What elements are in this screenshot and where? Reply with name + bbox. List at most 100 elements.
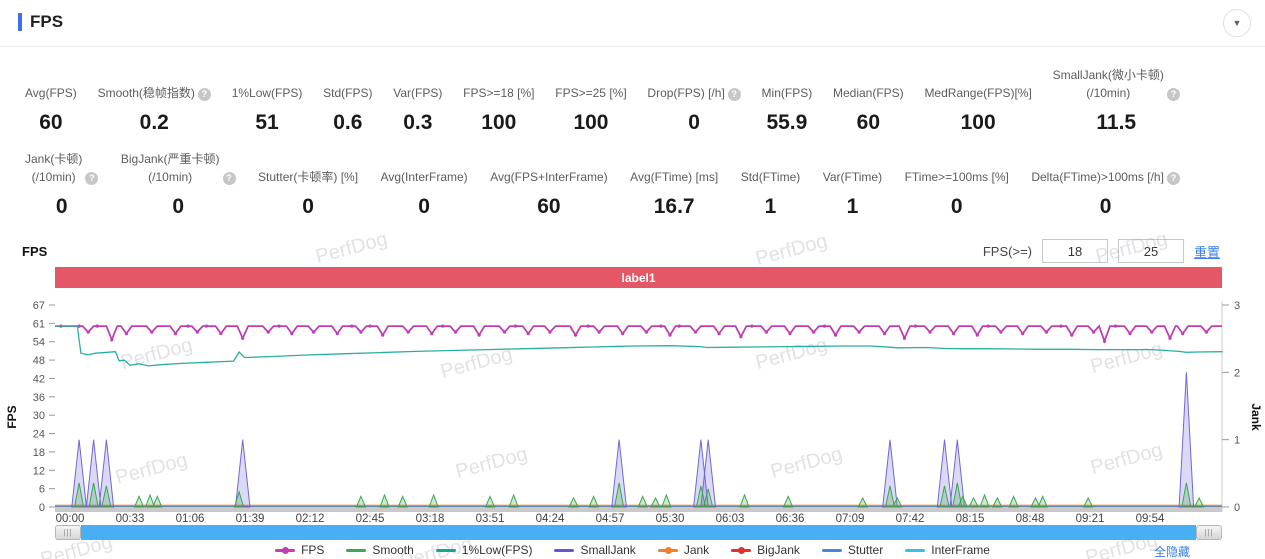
fps-threshold-input-1[interactable] [1041, 239, 1108, 263]
svg-text:01:06: 01:06 [176, 513, 205, 525]
chart-legend: FPS Smooth 1%Low(FPS) SmallJank Jank BigJank S… [0, 541, 1265, 559]
stat-value: 11.5 [1096, 111, 1137, 134]
stat-item: 1%Low(FPS) 51 [232, 66, 303, 135]
legend-label: BigJank [757, 543, 800, 557]
svg-text:2: 2 [1234, 367, 1240, 379]
stat-value: 51 [255, 111, 279, 134]
legend-label: FPS [301, 543, 325, 557]
stat-label: Avg(FPS+InterFrame) [490, 170, 608, 184]
stat-value: 0 [172, 195, 185, 218]
chart-range-scrollbar: ||| ||| [55, 525, 1222, 540]
legend-marker-dot [738, 546, 746, 554]
svg-text:0: 0 [39, 502, 45, 514]
stat-value: 0 [418, 195, 430, 218]
stat-label: Jank(卡顿) (/10min)? [25, 150, 99, 186]
stat-value: 100 [573, 111, 609, 134]
legend-item-stutter[interactable]: Stutter [821, 543, 883, 557]
legend-item-1-low-fps-[interactable]: 1%Low(FPS) [435, 543, 533, 557]
stat-label: SmallJank(微小卡顿) (/10min)? [1053, 66, 1180, 102]
stats-row-2: Jank(卡顿) (/10min)? 0 BigJank(严重卡顿) (/10min… [25, 150, 1180, 219]
fps-threshold-input-2[interactable] [1117, 239, 1184, 263]
stat-label: FPS>=18 [%] [463, 86, 535, 100]
help-icon[interactable]: ? [1166, 88, 1180, 101]
svg-text:09:54: 09:54 [1136, 513, 1165, 525]
scrollbar-track[interactable] [81, 525, 1196, 540]
svg-text:30: 30 [33, 410, 45, 422]
stat-label: Var(FPS) [393, 86, 443, 100]
stat-item: Var(FTime) 1 [823, 150, 882, 219]
svg-text:08:15: 08:15 [956, 513, 985, 525]
banner-text: label1 [621, 270, 656, 285]
legend-item-smooth[interactable]: Smooth [346, 543, 414, 557]
stat-item: Smooth(稳帧指数)? 0.2 [98, 66, 211, 135]
svg-text:FPS: FPS [5, 405, 19, 428]
legend-label: SmallJank [580, 543, 636, 557]
scrollbar-left-handle[interactable]: ||| [55, 525, 81, 540]
stat-value: 60 [537, 195, 561, 218]
stat-item: FTime>=100ms [%] 0 [905, 150, 1009, 219]
help-icon[interactable]: ? [727, 88, 741, 101]
stat-value: 0 [302, 195, 314, 218]
legend-marker-dot [664, 546, 672, 554]
stat-label: Median(FPS) [832, 86, 904, 100]
stat-value: 0 [1099, 195, 1112, 218]
svg-text:1: 1 [1234, 435, 1240, 447]
stat-label: Avg(FTime) [ms] [630, 170, 719, 184]
stat-item: BigJank(严重卡顿) (/10min)? 0 [121, 150, 236, 219]
stat-item: Avg(FPS) 60 [25, 66, 77, 135]
collapse-button[interactable]: ▼ [1223, 9, 1251, 37]
help-icon[interactable]: ? [85, 172, 99, 185]
stat-label: MedRange(FPS)[%] [924, 86, 1032, 100]
legend-marker [346, 548, 367, 552]
svg-text:36: 36 [33, 392, 45, 404]
help-icon[interactable]: ? [1166, 172, 1180, 185]
legend-label: InterFrame [931, 543, 990, 557]
legend-marker [554, 548, 575, 552]
svg-text:07:42: 07:42 [896, 513, 925, 525]
legend-marker [435, 548, 456, 552]
stat-item: Jank(卡顿) (/10min)? 0 [25, 150, 99, 219]
stat-item: Min(FPS) 55.9 [762, 66, 813, 135]
svg-text:42: 42 [33, 373, 45, 385]
stat-label: Var(FTime) [822, 170, 883, 184]
svg-text:67: 67 [33, 300, 45, 312]
stat-label: BigJank(严重卡顿) (/10min)? [121, 150, 236, 186]
panel-header: FPS ▼ [0, 0, 1265, 47]
svg-text:09:21: 09:21 [1076, 513, 1105, 525]
legend-label: Smooth [372, 543, 414, 557]
stat-value: 0 [950, 195, 963, 218]
legend-item-smalljank[interactable]: SmallJank [554, 543, 636, 557]
legend-item-bigjank[interactable]: BigJank [731, 543, 800, 557]
legend-label: 1%Low(FPS) [461, 543, 533, 557]
stat-label: FPS>=25 [%] [555, 86, 627, 100]
stat-label: Stutter(卡顿率) [%] [258, 170, 359, 184]
stat-item: Delta(FTime)>100ms [/h]? 0 [1031, 150, 1180, 219]
stat-item: Var(FPS) 0.3 [393, 66, 442, 135]
legend-label: Jank [683, 543, 710, 557]
stat-label: Std(FPS) [323, 86, 373, 100]
stat-item: Std(FPS) 0.6 [323, 66, 372, 135]
help-icon[interactable]: ? [197, 88, 211, 101]
watermark: PerfDog [313, 227, 390, 269]
stat-label: Avg(FPS) [25, 86, 77, 100]
stat-label: FTime>=100ms [%] [904, 170, 1009, 184]
stat-value: 0.2 [139, 111, 169, 134]
stat-item: Stutter(卡顿率) [%] 0 [258, 150, 358, 219]
title-accent-bar [18, 13, 22, 31]
legend-item-interframe[interactable]: InterFrame [905, 543, 990, 557]
legend-item-jank[interactable]: Jank [657, 543, 710, 557]
legend-item-fps[interactable]: FPS [275, 543, 324, 557]
reset-link[interactable]: 重置 [1193, 244, 1220, 260]
stat-value: 1 [764, 195, 777, 218]
scrollbar-right-handle[interactable]: ||| [1196, 525, 1222, 540]
hide-all-link[interactable]: 全隐藏 [1153, 545, 1190, 559]
fps-threshold-label: FPS(>=) [982, 243, 1032, 259]
fps-jank-chart[interactable]: 67 61 54 48 42 36 30 24 18 12 6 0 3 2 1 0 FPS Jank 00:00 00… [0, 295, 1265, 525]
fps-threshold-controls: FPS(>=) 重置 [983, 239, 1220, 263]
help-icon[interactable]: ? [222, 172, 236, 185]
stat-item: Avg(InterFrame) 0 [381, 150, 468, 219]
stats-row-1: Avg(FPS) 60 Smooth(稳帧指数)? 0.2 1%Low(FPS) 51 St… [25, 66, 1180, 135]
stat-value: 60 [856, 111, 880, 134]
stat-value: 55.9 [766, 111, 808, 134]
